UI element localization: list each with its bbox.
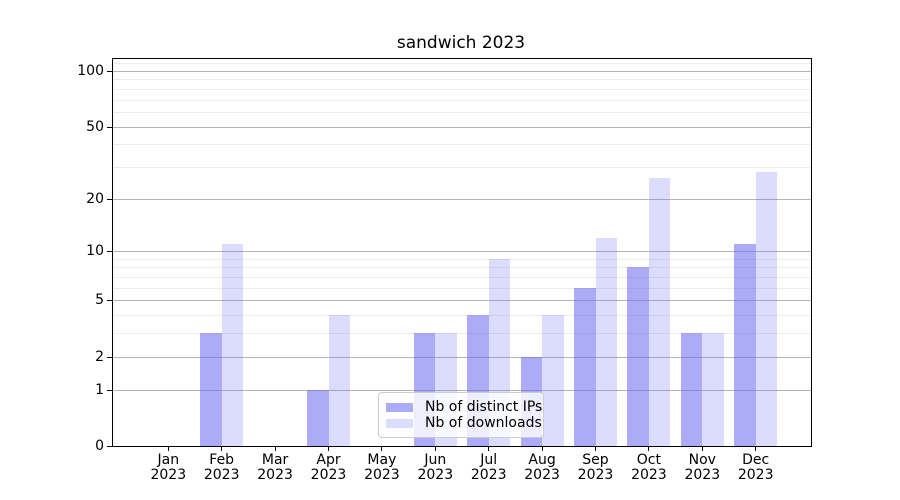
legend-row-downloads: Nb of downloads [386, 415, 542, 431]
gridline-minor [113, 144, 811, 146]
x-axis-tick-label: Sep 2023 [577, 452, 614, 483]
y-tick-mark [107, 71, 112, 72]
x-tick-mark [488, 446, 490, 451]
y-tick-mark [107, 251, 112, 253]
x-tick-mark [755, 446, 757, 451]
x-tick-mark [595, 446, 596, 451]
bar-distinct-ips [200, 333, 222, 446]
y-tick-mark [107, 300, 112, 302]
bar-downloads [328, 315, 350, 446]
bar-distinct-ips [627, 267, 649, 446]
x-axis-tick-label: Aug 2023 [524, 452, 560, 483]
gridline-minor [113, 315, 811, 317]
x-tick-mark [434, 446, 436, 451]
bar-downloads [542, 315, 564, 446]
bar-downloads [648, 178, 671, 446]
gridline-major [113, 251, 811, 253]
legend-label-distinct-ips: Nb of distinct IPs [425, 399, 543, 415]
y-axis-tick-label: 10 [86, 243, 104, 260]
gridline-minor [113, 79, 811, 81]
gridline-minor [113, 258, 811, 260]
gridline-minor [113, 166, 811, 168]
x-axis-tick-label: Apr 2023 [310, 452, 347, 483]
gridline-major [113, 198, 811, 200]
y-tick-mark [107, 126, 112, 128]
bar-downloads [755, 172, 778, 446]
x-axis-tick-label: Feb 2023 [203, 452, 240, 483]
y-axis-tick-label: 0 [95, 438, 104, 454]
plot-area: 0 1 2 5 10 20 50 100 Jan 2023 Feb 2023 Mar 2023 Apr… [77, 58, 812, 483]
y-tick-mark [107, 446, 112, 447]
y-axis-tick-label: 20 [86, 190, 104, 207]
x-axis-tick-label: May 2023 [364, 452, 400, 483]
y-tick-mark [107, 356, 112, 358]
y-axis-tick-label: 1 [95, 381, 104, 398]
x-tick-mark [167, 446, 169, 451]
gridline-minor [113, 277, 811, 278]
x-tick-mark [274, 446, 276, 451]
x-axis-tick-label: Mar 2023 [257, 452, 293, 483]
gridline-major [113, 389, 811, 391]
gridline-major [113, 356, 811, 358]
legend-swatch-distinct-ips [386, 402, 413, 412]
legend-label-downloads: Nb of downloads [425, 415, 542, 431]
x-tick-mark [328, 446, 329, 451]
bar-distinct-ips [307, 389, 329, 446]
y-tick-mark [107, 198, 112, 200]
bar-downloads [702, 333, 724, 446]
x-tick-mark [701, 446, 703, 451]
bar-downloads [595, 237, 617, 446]
x-tick-mark [648, 446, 650, 451]
y-axis-tick-label: 5 [95, 292, 104, 309]
gridline-minor [113, 88, 811, 90]
y-axis-tick-label: 50 [86, 118, 104, 135]
x-tick-mark [381, 446, 383, 451]
x-axis-tick-label: Jul 2023 [470, 452, 507, 483]
gridline-minor [113, 99, 811, 101]
gridline-major [113, 300, 811, 302]
bar-distinct-ips [574, 287, 596, 446]
gridline-minor [113, 63, 811, 65]
gridline-minor [113, 111, 811, 113]
x-axis-tick-label: Dec 2023 [737, 452, 774, 483]
chart-title: sandwich 2023 [396, 33, 526, 53]
gridline-minor [113, 333, 811, 335]
x-axis-tick-label: Jan 2023 [150, 452, 187, 483]
x-tick-mark [541, 446, 543, 451]
gridline-minor [113, 287, 811, 289]
bar-distinct-ips [680, 333, 703, 446]
legend-swatch-downloads [386, 418, 413, 428]
y-axis-tick-label: 2 [95, 348, 104, 365]
y-axis-tick-label: 100 [77, 63, 104, 79]
x-tick-mark [221, 446, 223, 451]
x-axis-tick-label: Oct 2023 [631, 452, 667, 483]
bar-distinct-ips [734, 244, 756, 446]
x-axis-tick-label: Jun 2023 [417, 452, 454, 483]
gridline-minor [113, 267, 811, 269]
legend: Nb of distinct IPs Nb of downloads [378, 392, 544, 438]
gridline-major [113, 71, 811, 72]
bar-downloads [221, 244, 244, 446]
y-tick-mark [107, 389, 112, 391]
gridline-major [113, 126, 811, 128]
legend-row-distinct-ips: Nb of distinct IPs [386, 399, 542, 415]
x-axis-tick-label: Nov 2023 [684, 452, 721, 483]
